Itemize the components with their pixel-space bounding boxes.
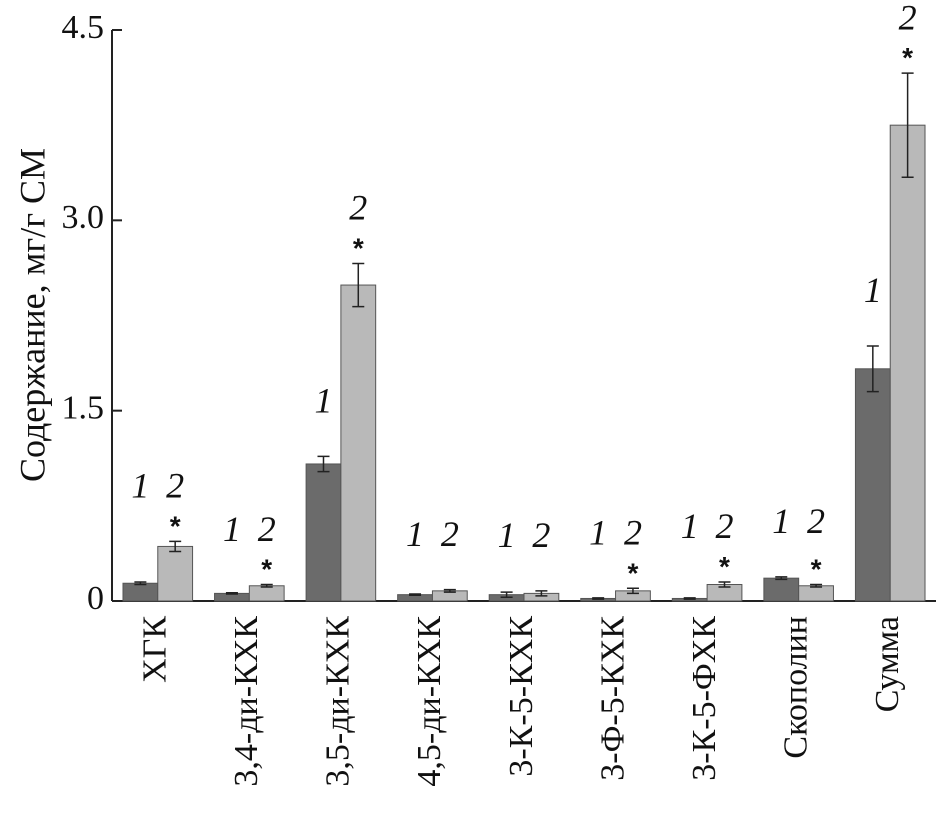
x-tick-label: 3,4-ди-КХК [228,616,265,787]
series-label: 1 [681,506,699,546]
bar [889,124,926,602]
y-axis-title: Содержание, мг/г СМ [12,148,52,482]
bar [305,463,342,602]
bar [763,577,800,602]
error-bar [866,345,879,393]
y-tick-label: 1.5 [62,389,105,426]
bar [248,585,285,602]
error-bar [683,597,696,600]
series-label: 2 [899,0,917,37]
significance-mark: * [627,557,638,588]
bar [157,545,194,602]
significance-mark: * [811,554,822,585]
series-label: 2 [532,515,550,555]
series-label: 1 [314,381,332,421]
x-tick-label: 3,5-ди-КХК [320,616,357,787]
error-bar [443,588,456,593]
series-label: 1 [864,270,882,310]
significance-mark: * [170,510,181,541]
x-tick-label: 3-К-5-ФХК [686,616,723,781]
error-bar [317,455,330,473]
error-bar [500,591,513,598]
significance-mark: * [719,551,730,582]
x-tick-label: 4,5-ди-КХК [411,616,448,787]
x-tick-label: 3-К-5-КХК [503,616,540,777]
series-label: 1 [406,514,424,554]
error-bar [810,583,823,588]
x-tick-label: Скополин [777,616,814,759]
series-label: 1 [498,515,516,555]
bar [854,368,891,602]
significance-mark: * [902,42,913,73]
series-label: 1 [223,509,241,549]
significance-mark: * [353,232,364,263]
error-bar [535,590,548,597]
bar [798,585,834,602]
x-tick-label: 3-Ф-5-КХК [594,616,631,781]
y-tick-label: 3.0 [62,199,105,236]
error-bar [775,576,788,581]
error-bar [169,540,182,553]
series-label: 1 [589,513,607,553]
error-bar [409,593,422,597]
series-label: 1 [131,466,149,506]
error-bar [225,592,238,595]
significance-mark: * [261,554,272,585]
x-tick-label: Сумма [869,616,906,712]
error-bar [626,587,639,595]
series-label: 2 [258,509,276,549]
error-bar [901,72,914,178]
error-bar [592,597,605,600]
y-tick-label: 4.5 [62,9,105,46]
series-label: 2 [716,506,734,546]
bar [122,582,159,602]
series-label: 2 [807,501,825,541]
x-tick-label: ХГК [137,616,174,683]
series-label: 2 [166,466,184,506]
y-tick-label: 0 [87,580,104,617]
series-label: 2 [349,188,367,228]
error-bar [352,262,365,308]
series-label: 2 [624,513,642,553]
series-label: 2 [441,514,459,554]
error-bar [718,581,731,588]
error-bar [260,583,273,588]
bar [340,284,377,602]
error-bar [134,581,147,586]
series-label: 1 [772,501,790,541]
